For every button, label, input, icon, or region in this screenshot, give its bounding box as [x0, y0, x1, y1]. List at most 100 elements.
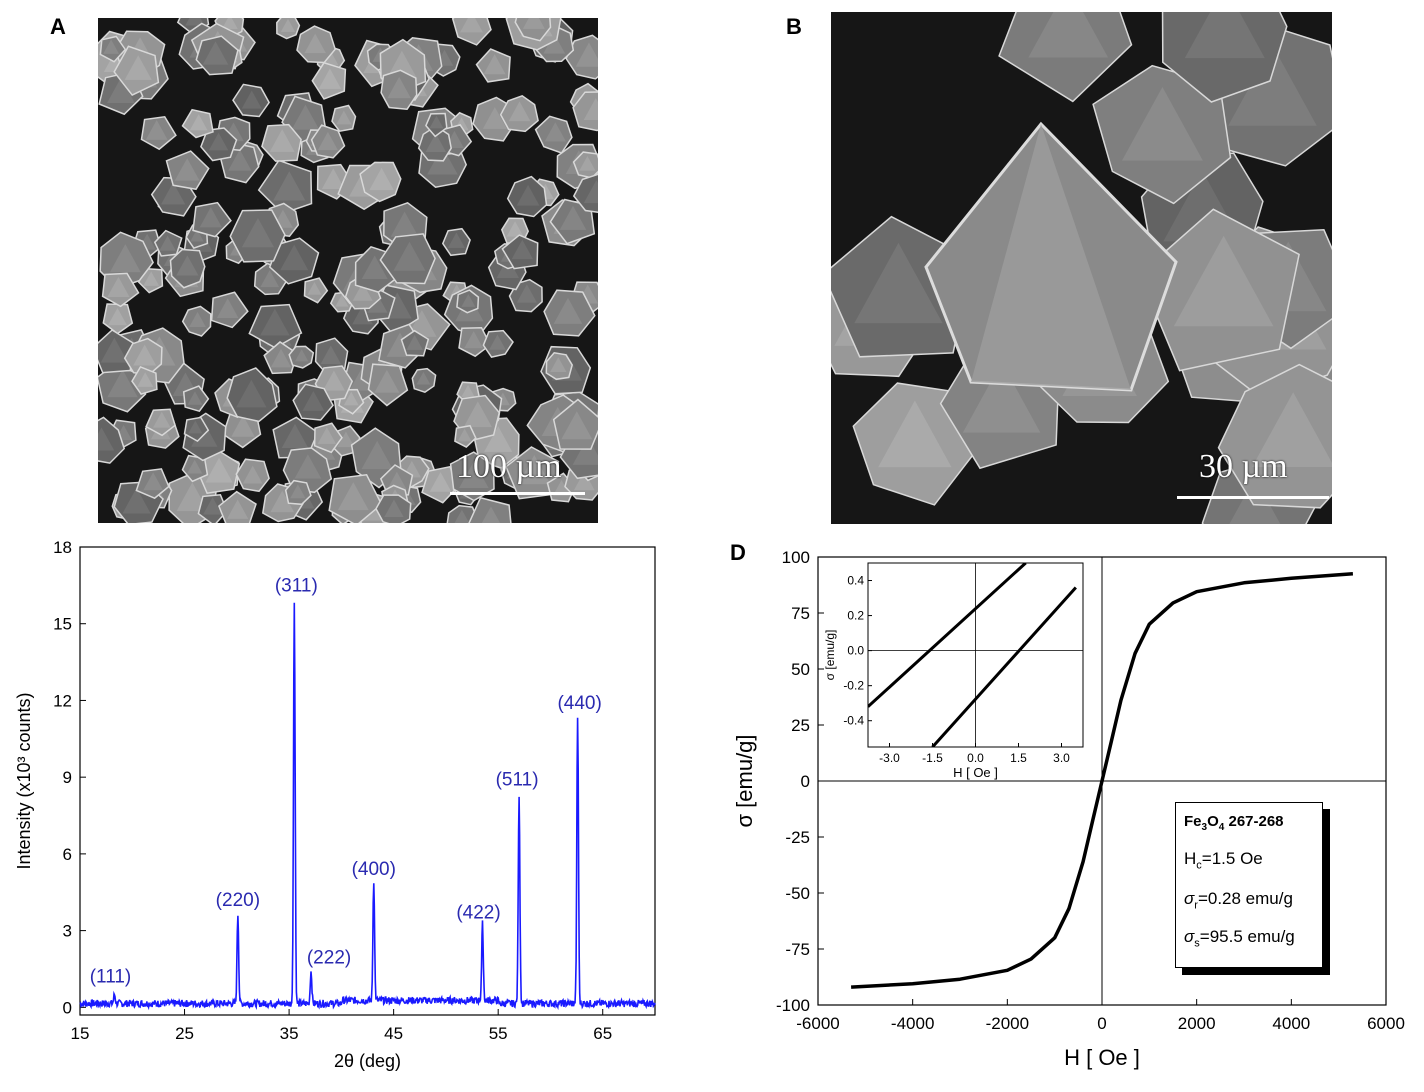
crystal-facet — [361, 255, 388, 280]
crystal-facet — [544, 122, 566, 142]
crystal-facet — [145, 119, 168, 140]
legend-sr: σr=0.28 emu/g — [1184, 889, 1293, 911]
scalebar-label-b: 30 µm — [1199, 448, 1288, 485]
hyst-xlabel: H [ Oe ] — [1064, 1045, 1140, 1070]
crystal-facet — [199, 207, 222, 228]
crystal-facet — [307, 282, 322, 295]
crystal-facet — [561, 411, 593, 440]
crystal-facet — [205, 457, 233, 483]
xrd-xtick-label: 65 — [593, 1024, 612, 1043]
crystal-facet — [522, 18, 545, 29]
crystal-facet — [367, 294, 388, 313]
hyst-ylabel: σ [emu/g] — [732, 734, 757, 827]
inset-xtick-label: -3.0 — [879, 751, 900, 765]
inset-xtick-label: 0.0 — [967, 751, 984, 765]
legend-sample-o: O — [1207, 813, 1219, 830]
xrd-peak-label: (400) — [352, 859, 396, 880]
hyst-ytick-label: 100 — [782, 548, 810, 567]
crystal-facet — [322, 370, 345, 391]
crystal-facet — [174, 158, 200, 181]
crystal-facet — [208, 132, 229, 151]
crystal-facet — [236, 379, 267, 408]
crystal-facet — [321, 168, 345, 189]
inset-ytick-label: 0.0 — [847, 644, 864, 658]
crystal-facet — [241, 90, 262, 109]
xrd-xlabel: 2θ (deg) — [334, 1051, 401, 1071]
hyst-xtick-label: -4000 — [891, 1014, 934, 1033]
crystal-facet — [583, 180, 598, 204]
hyst-ytick-label: -75 — [785, 940, 810, 959]
crystal-facet — [464, 331, 484, 349]
crystal-facet — [361, 440, 393, 470]
xrd-peak-label: (440) — [557, 693, 601, 714]
xrd-xtick-label: 15 — [71, 1024, 90, 1043]
crystal-facet — [583, 97, 598, 121]
crystal-facet — [294, 454, 322, 479]
crystal-facet — [137, 372, 154, 387]
crystal-facet — [107, 276, 130, 297]
crystal-facet — [336, 110, 352, 125]
sem-crystals-a — [98, 18, 598, 523]
crystal-facet — [281, 423, 309, 449]
crystal-facet — [425, 133, 446, 152]
inset-ytick-label: -0.4 — [843, 714, 864, 728]
crystal-facet — [457, 428, 472, 442]
crystal-facet — [343, 391, 359, 406]
panel-letter-a: A — [50, 14, 66, 39]
hyst-ytick-label: 0 — [801, 772, 810, 791]
crystal-facet — [100, 337, 129, 363]
crystal-facet — [516, 284, 537, 303]
hyst-ytick-label: 50 — [791, 660, 810, 679]
crystal-facet — [962, 362, 1041, 433]
crystal-facet — [429, 472, 452, 492]
crystal-facet — [1173, 235, 1274, 327]
crystal-facet — [143, 472, 163, 491]
crystal-facet — [429, 115, 444, 129]
crystal-facet — [508, 101, 531, 122]
xrd-xtick-label: 45 — [384, 1024, 403, 1043]
scalebar-line-b — [1177, 496, 1329, 499]
crystal-facet — [161, 182, 186, 205]
crystal-facet — [176, 255, 199, 276]
crystal-facet — [317, 131, 338, 151]
legend-sample-fe: Fe — [1184, 813, 1202, 830]
crystal-facet — [460, 18, 483, 33]
hyst-xtick-label: 4000 — [1272, 1014, 1310, 1033]
crystal-facet — [337, 482, 369, 511]
xrd-peak-label: (220) — [216, 890, 260, 911]
crystal-facet — [269, 129, 295, 152]
crystal-facet — [280, 244, 309, 271]
crystal-facet — [352, 282, 373, 301]
crystal-facet — [291, 104, 320, 130]
hyst-xtick-label: -2000 — [986, 1014, 1029, 1033]
crystal-facet — [159, 235, 176, 251]
sem-image-b: 30 µm — [831, 12, 1332, 524]
crystal-facet — [107, 307, 127, 326]
legend-sample-sub-3: 3 — [1201, 822, 1208, 833]
crystal-facet — [187, 391, 203, 405]
crystal-facet — [553, 297, 583, 324]
crystal-facet — [231, 415, 255, 437]
crystal-facet — [878, 400, 952, 468]
crystal-facet — [187, 459, 203, 474]
crystal-facet — [317, 427, 336, 444]
inset-xtick-label: 3.0 — [1053, 751, 1070, 765]
hyst-xtick-label: 0 — [1097, 1014, 1106, 1033]
xrd-peak-label: (222) — [307, 947, 351, 968]
hyst-ytick-label: 75 — [791, 604, 810, 623]
legend-hc-value: =1.5 Oe — [1201, 849, 1263, 868]
crystal-facet — [518, 455, 551, 485]
crystal-facet — [188, 420, 203, 434]
inset-ytick-label: 0.2 — [847, 609, 864, 623]
crystal-facet — [543, 33, 566, 54]
crystal-facet — [854, 242, 943, 324]
xrd-ytick-label: 0 — [63, 998, 72, 1017]
crystal-facet — [387, 50, 417, 78]
crystal-facet — [109, 244, 141, 273]
crystal-facet — [242, 465, 263, 484]
crystal-facet — [185, 18, 205, 26]
xrd-peak-label: (111) — [90, 966, 132, 987]
hyst-xtick-label: 2000 — [1178, 1014, 1216, 1033]
crystal-facet — [406, 334, 423, 350]
crystal-facet — [484, 426, 513, 452]
